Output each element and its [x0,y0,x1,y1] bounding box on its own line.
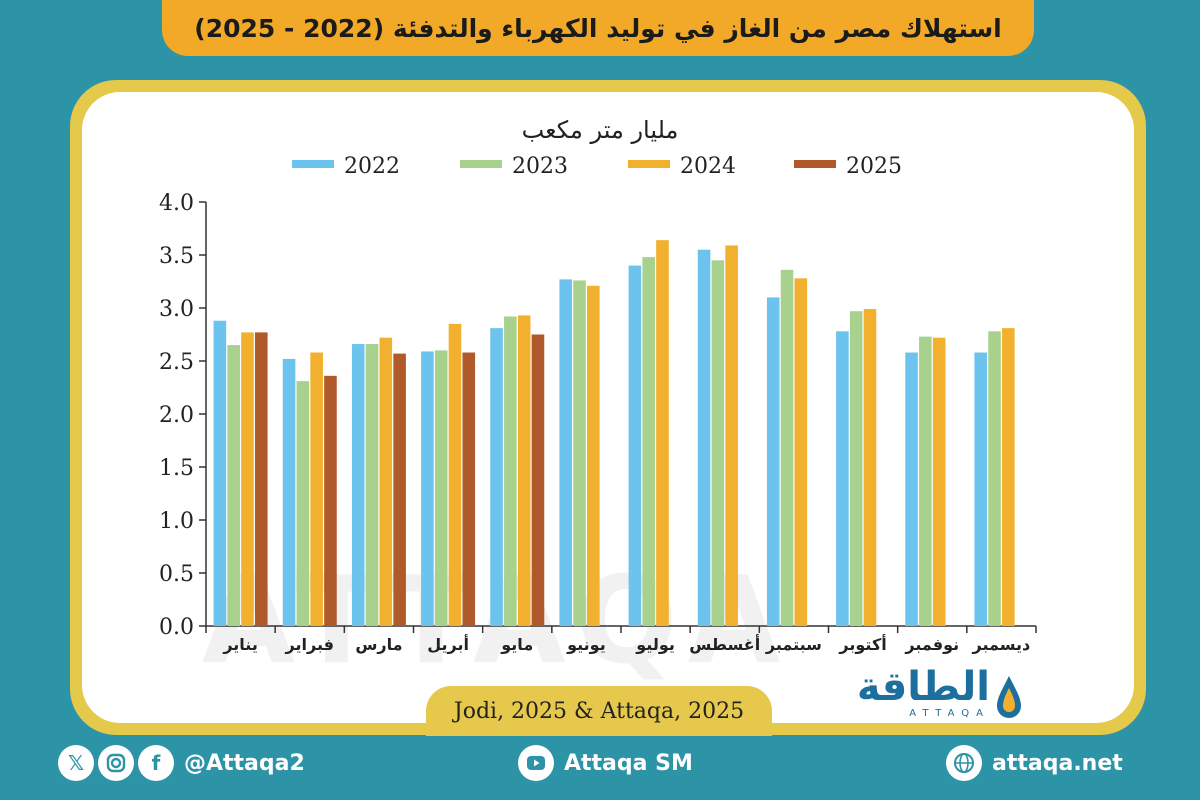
bar-2025-3 [462,352,476,626]
logo-english: ATTAQA [909,708,990,719]
y-tick-label: 1.0 [159,509,194,534]
bar-2023-11 [988,331,1001,626]
x-icon[interactable]: 𝕏 [58,745,94,781]
website-link: attaqa.net [946,745,1123,781]
y-tick-label: 0.0 [159,615,194,640]
bar-2022-5 [559,279,573,626]
bar-2022-9 [836,331,849,626]
x-tick-label: أكتوبر [838,634,886,654]
y-tick-label: 4.0 [159,191,194,216]
x-tick-label: أبريل [427,634,469,654]
x-tick-label: فبراير [285,635,334,654]
drop-icon [997,676,1021,718]
bar-2022-3 [421,351,434,626]
bar-2023-10 [919,336,932,626]
bar-2024-1 [310,352,323,626]
bar-2024-0 [241,332,254,626]
bar-2024-8 [794,278,808,626]
globe-icon[interactable] [946,745,982,781]
bar-2024-2 [379,337,393,626]
bar-2023-7 [711,260,725,626]
legend: 2022 2023 2024 2025 [292,154,902,179]
bar-2023-0 [227,345,240,626]
title-banner: استهلاك مصر من الغاز في توليد الكهرباء و… [162,0,1034,56]
legend-swatch-2022 [292,160,334,168]
bar-2024-7 [725,245,738,626]
bar-2025-1 [324,375,337,626]
bar-2024-6 [656,240,669,626]
y-tick-label: 3.0 [159,297,194,322]
legend-label-2025: 2025 [846,154,902,179]
x-tick-label: أغسطس [689,634,760,654]
attaqa-logo: الطاقة ATTAQA [830,664,1030,724]
source-text: Jodi, 2025 & Attaqa, 2025 [453,698,745,724]
legend-swatch-2025 [794,160,836,168]
footer: 𝕏 f @Attaqa2 Attaqa SM attaqa.net [0,740,1200,800]
bar-2023-8 [780,269,794,626]
facebook-icon[interactable]: f [138,745,174,781]
x-tick-label: مايو [500,635,533,654]
bar-2025-2 [393,353,406,626]
x-tick-label: يونيو [566,635,606,654]
x-tick-label: يناير [222,635,258,654]
legend-label-2022: 2022 [344,154,400,179]
bar-2023-9 [849,311,863,626]
bar-2022-2 [351,344,365,626]
y-tick-label: 2.5 [159,350,194,375]
youtube-handle[interactable]: Attaqa SM [564,750,693,776]
bar-2022-10 [905,352,918,626]
social-links: 𝕏 f @Attaqa2 [58,745,305,781]
x-tick-label: ديسمبر [972,635,1031,654]
bar-2023-1 [296,381,310,626]
x-tick-label: نوفمبر [904,635,959,654]
website-url[interactable]: attaqa.net [992,750,1123,776]
x-tick-label: سبتمبر [765,635,822,654]
legend-label-2024: 2024 [680,154,736,179]
bar-2024-11 [1002,328,1015,626]
bar-2023-6 [642,257,655,626]
bar-2023-4 [504,316,517,626]
bar-2025-4 [531,334,545,626]
y-tick-label: 2.0 [159,403,194,428]
x-tick-label: يوليو [635,635,675,654]
legend-swatch-2024 [628,160,670,168]
bar-2024-5 [587,285,600,626]
bar-2024-3 [448,323,462,626]
bar-2025-0 [254,332,268,626]
bar-2024-10 [932,337,946,626]
bar-2022-1 [282,358,296,626]
bars [213,240,1015,626]
legend-label-2023: 2023 [512,154,568,179]
y-tick-label: 0.5 [159,562,194,587]
bar-2022-7 [697,249,711,626]
x-axis-labels: يناير فبراير مارس أبريل مايو يونيو يوليو أغسطس س… [205,626,1037,654]
bar-2022-11 [974,352,988,626]
bar-2022-6 [628,265,642,626]
y-axis: 0.0 0.5 1.0 1.5 2.0 2.5 3.0 3.5 4.0 [159,191,1036,640]
chart-title: مليار متر مكعب [522,116,679,144]
bar-2024-9 [863,309,877,626]
bar-2023-5 [573,280,586,626]
logo-arabic: الطاقة [856,664,990,710]
youtube-icon[interactable] [518,745,554,781]
x-tick-label: مارس [355,635,402,654]
bar-2023-2 [365,344,379,626]
bar-2022-0 [213,320,227,626]
bar-2023-3 [434,350,448,626]
source-pill: Jodi, 2025 & Attaqa, 2025 [426,686,772,736]
instagram-icon[interactable] [98,745,134,781]
youtube-link: Attaqa SM [518,745,693,781]
bar-2024-4 [517,315,531,626]
page-title: استهلاك مصر من الغاز في توليد الكهرباء و… [194,13,1002,43]
legend-swatch-2023 [460,160,502,168]
social-handle[interactable]: @Attaqa2 [184,750,305,776]
y-tick-label: 1.5 [159,456,194,481]
y-tick-label: 3.5 [159,244,194,269]
bar-2022-4 [490,328,503,626]
bar-2022-8 [766,297,780,626]
